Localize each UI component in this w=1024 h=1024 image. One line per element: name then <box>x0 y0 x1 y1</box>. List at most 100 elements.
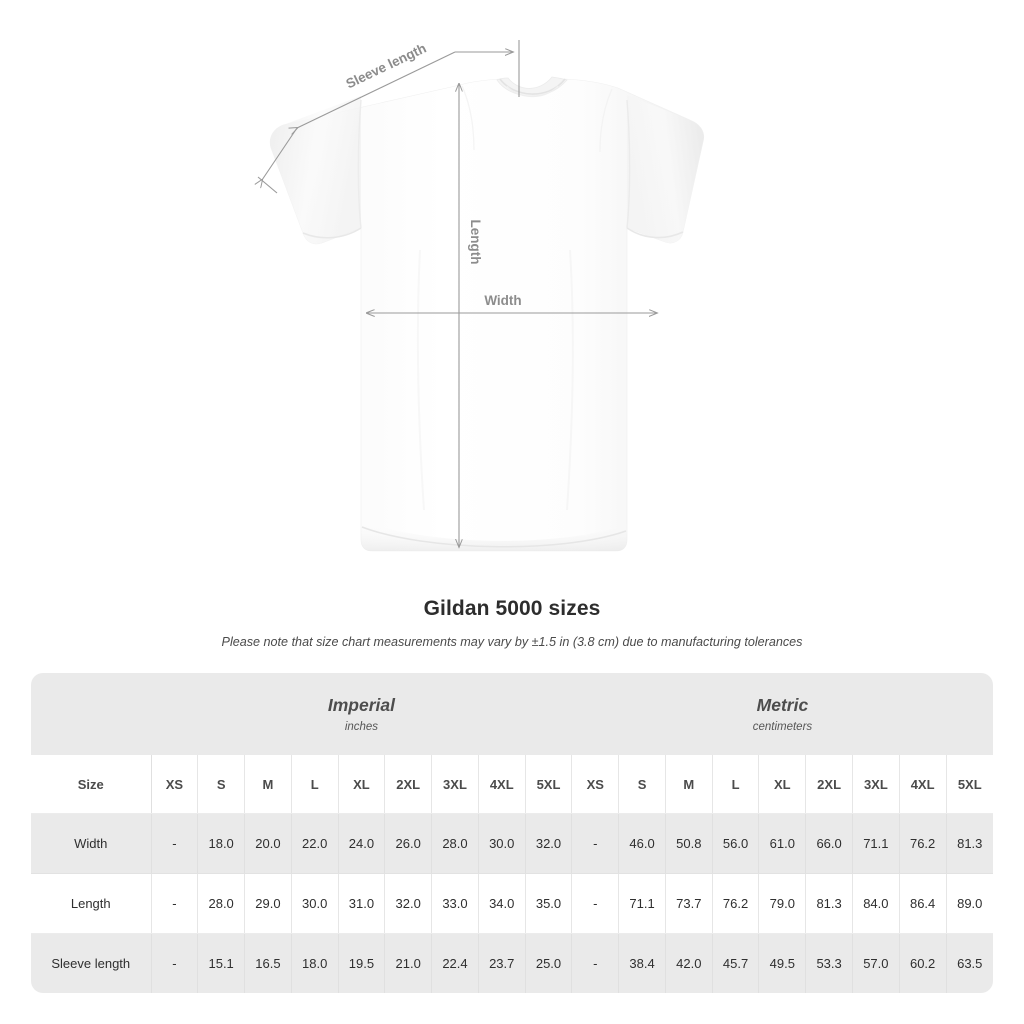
cell-sleeve-length-metric-s: 38.4 <box>618 933 666 993</box>
cell-width-metric-2xl: 66.0 <box>805 813 853 874</box>
row-label-sleeve-length: Sleeve length <box>31 933 152 993</box>
length-label: Length <box>468 220 483 265</box>
cell-width-imperial-4xl: 30.0 <box>478 813 526 874</box>
measurement-lines <box>258 40 657 547</box>
cell-length-imperial-m: 29.0 <box>244 873 292 934</box>
sleeve-length-label: Sleeve length <box>344 40 429 91</box>
cell-width-metric-xl: 61.0 <box>758 813 807 874</box>
size-header-3xl-metric: 3XL <box>852 755 900 814</box>
size-header-4xl-metric: 4XL <box>899 755 947 814</box>
size-header-s-imperial: S <box>197 755 246 814</box>
cell-length-metric-l: 76.2 <box>712 873 760 934</box>
cell-width-metric-3xl: 71.1 <box>852 813 900 874</box>
unit-name-label: Metric <box>756 694 809 715</box>
cell-sleeve-length-imperial-m: 16.5 <box>244 933 292 993</box>
cell-length-imperial-xs: - <box>151 873 199 934</box>
size-chart-table-container: Imperial inches Metric centimeters Size XS S M L… <box>31 673 993 993</box>
cell-length-imperial-3xl: 33.0 <box>431 873 479 934</box>
cell-sleeve-length-imperial-3xl: 22.4 <box>431 933 479 993</box>
size-header-5xl-metric: 5XL <box>946 755 993 814</box>
cell-sleeve-length-imperial-2xl: 21.0 <box>384 933 433 993</box>
cell-sleeve-length-metric-xl: 49.5 <box>758 933 807 993</box>
cell-width-metric-s: 46.0 <box>618 813 666 874</box>
chart-heading-block: Gildan 5000 sizes Please note that size … <box>0 596 1024 650</box>
cell-width-imperial-xl: 24.0 <box>338 813 386 874</box>
shirt-body-shape <box>269 76 705 552</box>
cell-length-metric-s: 71.1 <box>618 873 666 934</box>
row-label-width: Width <box>31 813 152 874</box>
cell-length-imperial-2xl: 32.0 <box>384 873 433 934</box>
cell-length-metric-3xl: 84.0 <box>852 873 900 934</box>
cell-width-metric-l: 56.0 <box>712 813 760 874</box>
unit-name-label: Imperial <box>327 694 395 715</box>
page-title: Gildan 5000 sizes <box>423 597 601 620</box>
size-header-5xl-imperial: 5XL <box>525 755 573 814</box>
cell-length-metric-m: 73.7 <box>665 873 713 934</box>
size-header-3xl-imperial: 3XL <box>431 755 479 814</box>
cell-length-metric-5xl: 89.0 <box>946 873 993 934</box>
cell-width-imperial-3xl: 28.0 <box>431 813 479 874</box>
size-header-2xl-metric: 2XL <box>805 755 853 814</box>
size-header-s-metric: S <box>618 755 666 814</box>
size-header-row: Size XS S M L XL 2XL 3XL 4XL 5XL XS S M L XL 2XL 3XL 4XL 5… <box>31 755 993 814</box>
size-header-xs-imperial: XS <box>151 755 199 814</box>
unit-sub-label: centimeters <box>752 720 813 733</box>
cell-width-imperial-m: 20.0 <box>244 813 292 874</box>
cell-width-metric-5xl: 81.3 <box>946 813 993 874</box>
cell-sleeve-length-imperial-xl: 19.5 <box>338 933 386 993</box>
cell-length-metric-xs: - <box>571 873 620 934</box>
cell-length-metric-4xl: 86.4 <box>899 873 947 934</box>
tshirt-diagram: Sleeve length Length Width <box>0 40 705 552</box>
size-header-xs-metric: XS <box>571 755 620 814</box>
width-label: Width <box>484 293 521 308</box>
cell-width-metric-m: 50.8 <box>665 813 713 874</box>
size-header-m-imperial: M <box>244 755 292 814</box>
cell-sleeve-length-metric-5xl: 63.5 <box>946 933 993 993</box>
size-header-m-metric: M <box>665 755 713 814</box>
unit-sub-label: inches <box>344 720 379 733</box>
cell-sleeve-length-metric-l: 45.7 <box>712 933 760 993</box>
cell-length-metric-xl: 79.0 <box>758 873 807 934</box>
cell-sleeve-length-metric-3xl: 57.0 <box>852 933 900 993</box>
table-row: Sleeve length -15.1 16.5 18.0 19.5 21.0 22.4 23… <box>31 933 993 993</box>
size-header-l-imperial: L <box>291 755 339 814</box>
cell-sleeve-length-metric-xs: - <box>571 933 620 993</box>
unit-header-metric: Metric centimeters <box>571 673 993 755</box>
cell-sleeve-length-imperial-xs: - <box>151 933 199 993</box>
size-header-4xl-imperial: 4XL <box>478 755 526 814</box>
cell-width-imperial-s: 18.0 <box>197 813 246 874</box>
size-header-xl-imperial: XL <box>338 755 386 814</box>
size-header-xl-metric: XL <box>758 755 807 814</box>
tolerance-note: Please note that size chart measurements… <box>221 635 803 649</box>
size-chart-table: Imperial inches Metric centimeters Size XS S M L… <box>31 673 993 993</box>
cell-length-imperial-4xl: 34.0 <box>478 873 526 934</box>
unit-header-spacer <box>31 673 151 755</box>
cell-sleeve-length-metric-2xl: 53.3 <box>805 933 853 993</box>
size-column-header: Size <box>31 755 152 814</box>
cell-width-metric-xs: - <box>571 813 620 874</box>
table-row: Length -28.0 29.0 30.0 31.0 32.0 33.0 34.0 35.0-… <box>31 873 993 934</box>
cell-sleeve-length-imperial-l: 18.0 <box>291 933 339 993</box>
cell-length-imperial-s: 28.0 <box>197 873 246 934</box>
cell-length-imperial-xl: 31.0 <box>338 873 386 934</box>
unit-system-header-row: Imperial inches Metric centimeters <box>31 673 993 755</box>
cell-sleeve-length-imperial-s: 15.1 <box>197 933 246 993</box>
cell-sleeve-length-metric-4xl: 60.2 <box>899 933 947 993</box>
cell-length-metric-2xl: 81.3 <box>805 873 853 934</box>
size-header-2xl-imperial: 2XL <box>384 755 433 814</box>
cell-sleeve-length-imperial-5xl: 25.0 <box>525 933 573 993</box>
size-header-l-metric: L <box>712 755 760 814</box>
table-row: Width -18.0 20.0 22.0 24.0 26.0 28.0 30.0 32.0-4… <box>31 813 993 874</box>
cell-width-imperial-l: 22.0 <box>291 813 339 874</box>
cell-width-metric-4xl: 76.2 <box>899 813 947 874</box>
cell-length-imperial-5xl: 35.0 <box>525 873 573 934</box>
cell-sleeve-length-metric-m: 42.0 <box>665 933 713 993</box>
cell-length-imperial-l: 30.0 <box>291 873 339 934</box>
row-label-length: Length <box>31 873 152 934</box>
unit-header-imperial: Imperial inches <box>151 673 572 755</box>
cell-width-imperial-xs: - <box>151 813 199 874</box>
cell-sleeve-length-imperial-4xl: 23.7 <box>478 933 526 993</box>
cell-width-imperial-2xl: 26.0 <box>384 813 433 874</box>
cell-width-imperial-5xl: 32.0 <box>525 813 573 874</box>
tshirt-illustration: Sleeve length Length Width <box>0 40 705 552</box>
